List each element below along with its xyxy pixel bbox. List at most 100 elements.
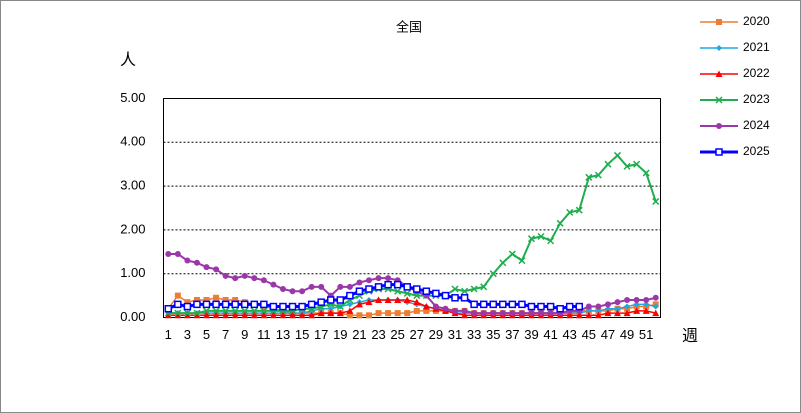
data-point	[203, 264, 210, 271]
data-point	[250, 307, 258, 315]
data-point	[623, 309, 631, 317]
data-point	[518, 310, 525, 317]
legend-marker	[715, 70, 723, 77]
x-tick-label: 37	[505, 327, 519, 342]
series-line	[168, 154, 657, 315]
data-point	[508, 300, 517, 309]
data-point	[585, 307, 592, 314]
data-point	[509, 310, 516, 317]
data-point	[337, 283, 344, 290]
data-point	[327, 296, 335, 304]
y-tick-label: 0.00	[120, 309, 145, 324]
data-point	[356, 312, 363, 319]
x-tick-label: 51	[639, 327, 653, 342]
data-point	[633, 301, 640, 308]
data-point	[365, 298, 373, 306]
data-point	[355, 300, 363, 308]
data-point	[270, 281, 277, 288]
legend-label: 2022	[743, 66, 770, 80]
data-point	[250, 300, 259, 309]
legend-label: 2020	[743, 14, 770, 28]
data-point	[614, 299, 621, 306]
data-point	[385, 275, 392, 282]
data-point	[547, 237, 555, 245]
data-point	[231, 307, 239, 315]
y-tick-label: 5.00	[120, 90, 145, 105]
data-point	[231, 300, 239, 309]
series-line	[168, 299, 656, 317]
data-point	[604, 160, 612, 168]
data-point	[422, 287, 431, 295]
data-point	[232, 275, 239, 282]
data-point	[336, 303, 344, 311]
data-point	[643, 301, 650, 308]
data-point	[365, 312, 372, 319]
data-point	[604, 301, 611, 308]
plot-area	[163, 98, 661, 318]
data-point	[213, 266, 220, 273]
data-point	[422, 303, 430, 310]
data-point	[203, 296, 210, 303]
data-point	[460, 294, 469, 302]
data-point	[269, 302, 278, 311]
data-point	[575, 206, 583, 214]
y-tick-label: 4.00	[120, 134, 145, 149]
data-point	[470, 285, 478, 293]
data-point	[451, 285, 459, 293]
data-point	[374, 283, 383, 291]
data-point	[327, 305, 334, 312]
data-point	[222, 272, 229, 279]
data-point	[604, 305, 611, 312]
x-tick-label: 11	[257, 327, 271, 342]
data-point	[317, 298, 325, 306]
data-point	[624, 296, 631, 303]
legend-marker	[715, 96, 723, 104]
x-tick-label: 29	[429, 327, 443, 342]
data-point	[222, 311, 230, 319]
data-point	[394, 287, 402, 295]
data-point	[193, 296, 200, 303]
data-point	[441, 291, 450, 300]
data-point	[260, 300, 268, 309]
data-point	[193, 309, 201, 317]
data-point	[556, 304, 564, 313]
data-point	[594, 311, 602, 319]
data-point	[241, 307, 249, 315]
data-point	[652, 309, 660, 317]
data-point	[461, 287, 469, 295]
data-point	[480, 283, 488, 291]
data-point	[231, 311, 239, 319]
data-point	[307, 300, 316, 309]
data-point	[365, 277, 372, 284]
data-point	[222, 296, 229, 303]
x-tick-label: 27	[410, 327, 424, 342]
data-point	[461, 307, 468, 314]
data-point	[595, 303, 602, 310]
data-point	[490, 310, 497, 317]
data-point	[403, 283, 411, 291]
data-point	[413, 307, 420, 314]
legend-label: 2023	[743, 92, 770, 106]
y-axis-label: 人	[120, 51, 136, 69]
data-point	[289, 288, 296, 295]
data-point	[499, 300, 507, 309]
data-point	[575, 302, 584, 311]
data-point	[633, 296, 640, 303]
data-point	[643, 296, 650, 303]
data-point	[202, 300, 211, 309]
data-point	[327, 309, 335, 317]
data-point	[623, 162, 631, 170]
data-point	[375, 310, 382, 317]
data-point	[365, 285, 373, 293]
data-point	[508, 250, 516, 258]
data-point	[442, 305, 449, 312]
data-point	[556, 219, 564, 227]
data-point	[585, 303, 592, 310]
series-line	[168, 299, 656, 314]
data-point	[174, 250, 181, 257]
data-point	[336, 309, 344, 317]
data-point	[394, 296, 402, 303]
data-point	[537, 302, 545, 311]
data-point	[279, 286, 286, 293]
data-point	[518, 300, 526, 309]
